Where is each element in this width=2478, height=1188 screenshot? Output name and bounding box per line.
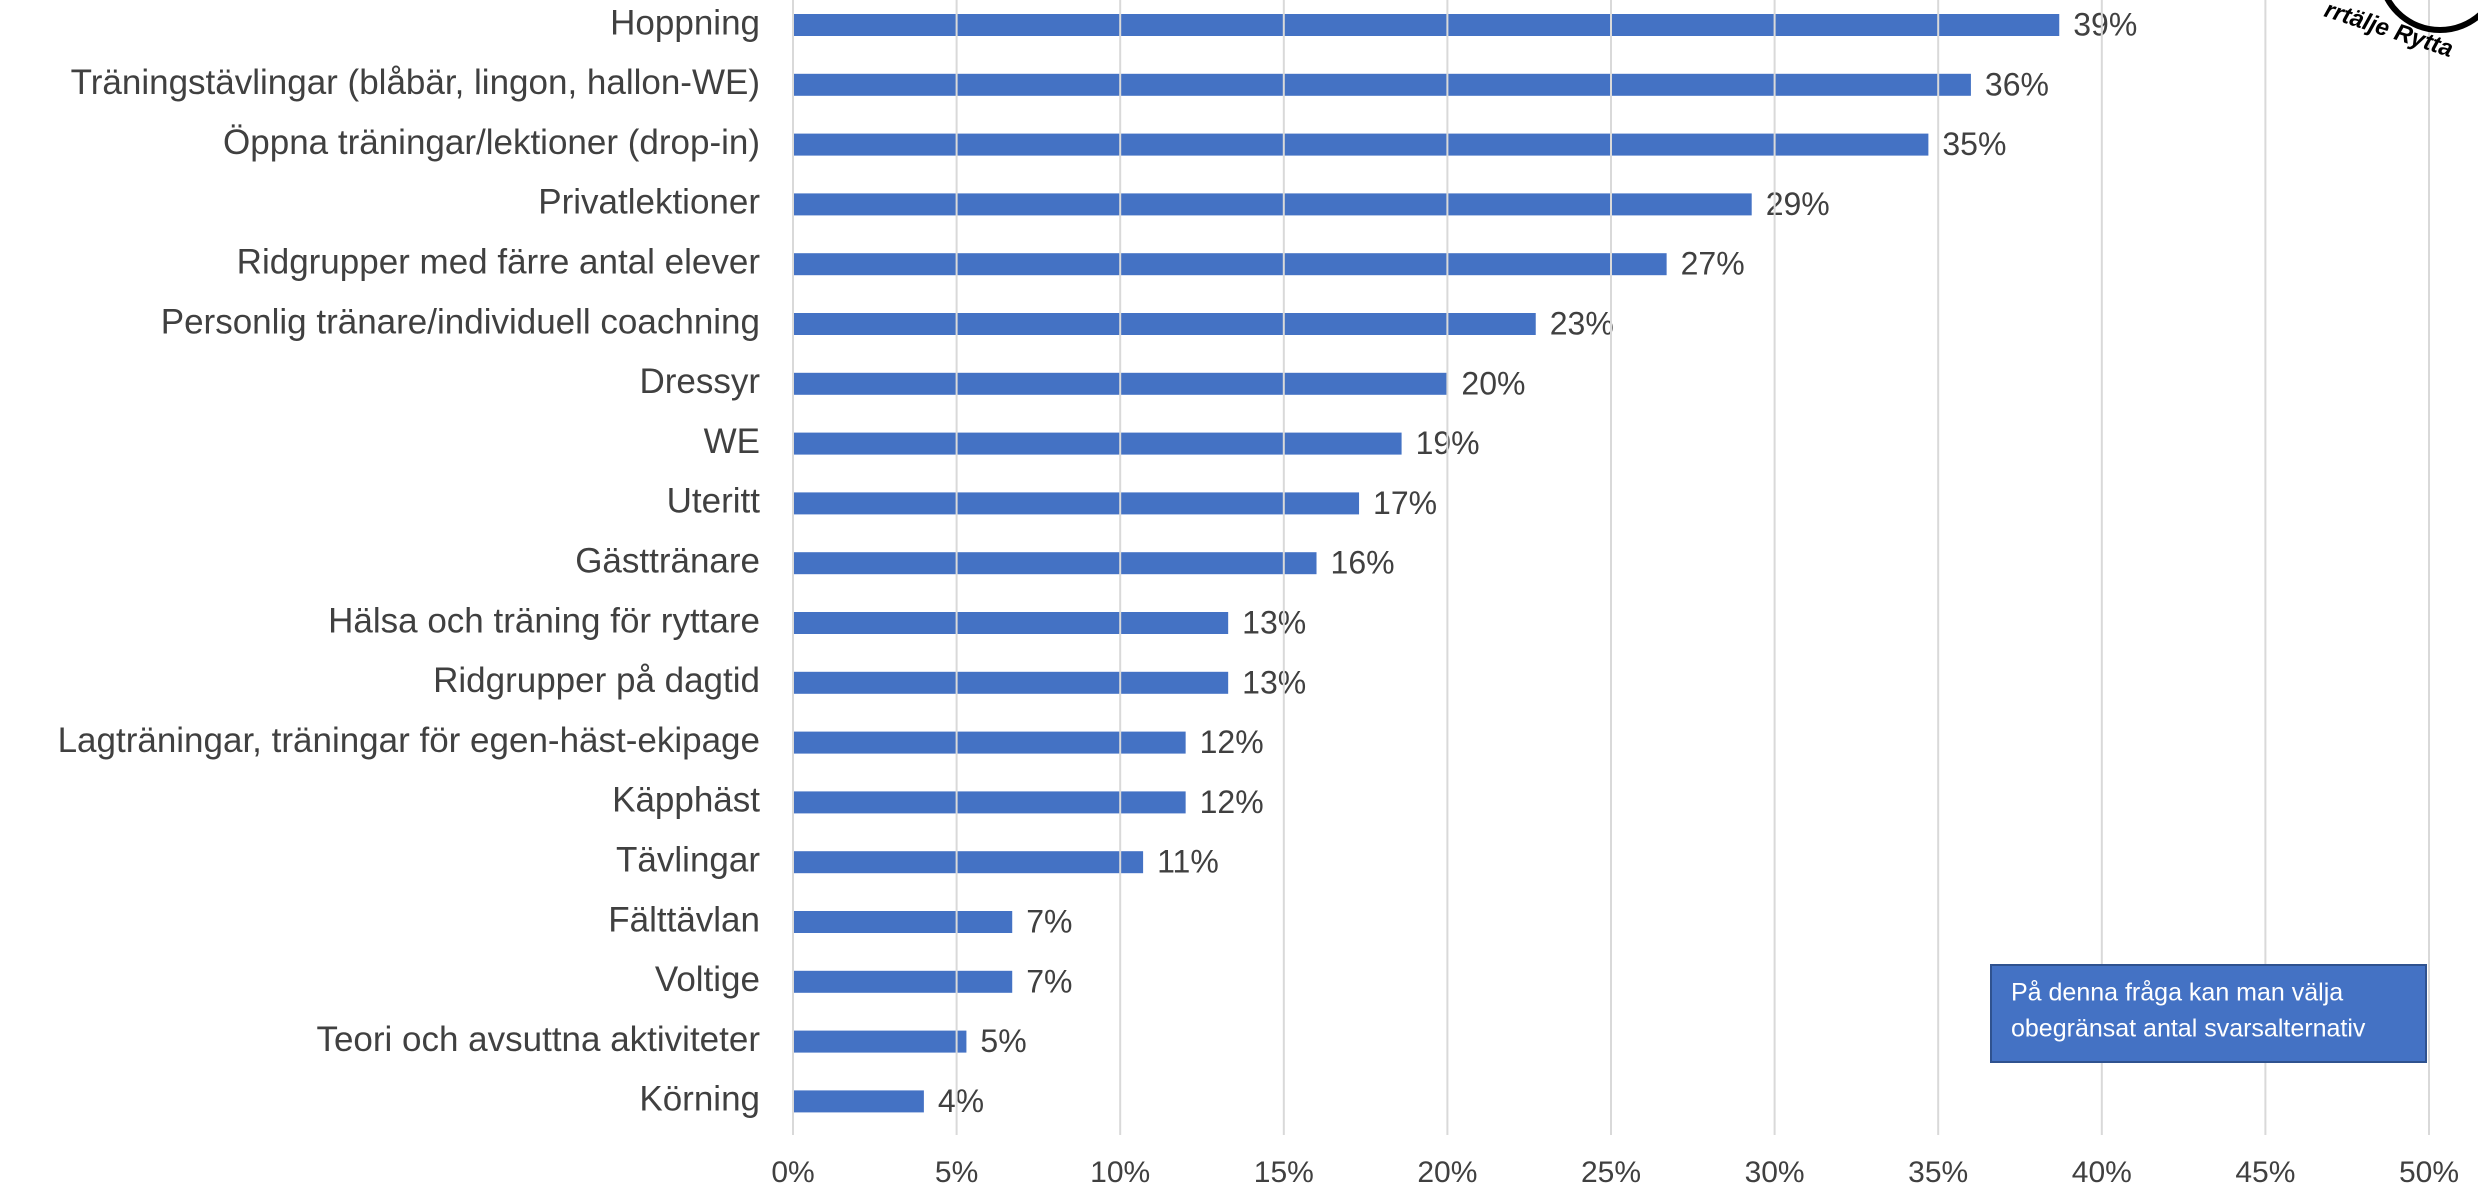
y-tick-label: Privatlektioner (538, 183, 760, 222)
x-tick-label: 0% (771, 1156, 814, 1188)
y-tick-label: Hälsa och träning för ryttare (328, 601, 760, 640)
data-label: 23% (1550, 305, 1614, 341)
annotation: På denna fråga kan man välja (2011, 979, 2343, 1007)
bar (793, 851, 1144, 874)
y-tick-label: Körning (639, 1080, 760, 1119)
bar (793, 73, 1971, 96)
x-tick-label: 50% (2399, 1156, 2459, 1188)
data-label: 13% (1242, 604, 1306, 640)
logo-text: rrtälje Rytta (2321, 0, 2456, 63)
y-tick-label: Käpphäst (612, 781, 760, 820)
bar (793, 970, 1013, 993)
y-tick-label: Tävlingar (616, 840, 760, 879)
y-tick-label: Träningstävlingar (blåbär, lingon, hallo… (71, 63, 760, 102)
y-tick-label: Ridgrupper på dagtid (433, 661, 760, 700)
bar (793, 432, 1402, 455)
bar (793, 193, 1752, 216)
x-tick-label: 15% (1254, 1156, 1314, 1188)
x-tick-label: 30% (1745, 1156, 1805, 1188)
data-label: 13% (1242, 664, 1306, 700)
data-label: 27% (1681, 246, 1745, 282)
y-tick-label: WE (704, 422, 760, 461)
y-tick-label: Lagträningar, träningar för egen-häst-ek… (58, 721, 760, 760)
logo (2384, 0, 2478, 33)
data-label: 20% (1461, 365, 1525, 401)
x-tick-label: 10% (1090, 1156, 1150, 1188)
data-label: 7% (1026, 963, 1072, 999)
bar (793, 1090, 924, 1113)
data-label: 12% (1200, 784, 1264, 820)
y-tick-label: Hoppning (610, 3, 760, 42)
annotation-box (1990, 964, 2427, 1063)
data-label: 11% (1157, 844, 1219, 880)
y-tick-label: Gästtränare (575, 541, 760, 580)
x-tick-label: 45% (2235, 1156, 2295, 1188)
data-label: 36% (1985, 66, 2049, 102)
y-tick-label: Fälttävlan (608, 900, 760, 939)
bar (793, 552, 1317, 575)
data-label: 17% (1373, 485, 1437, 521)
x-tick-label: 20% (1417, 1156, 1477, 1188)
bar (793, 253, 1667, 276)
bar (793, 612, 1229, 634)
x-tick-label: 25% (1581, 1156, 1641, 1188)
bar (793, 492, 1360, 515)
x-tick-label: 40% (2072, 1156, 2132, 1188)
x-tick-label: 5% (935, 1156, 978, 1188)
y-tick-label: Ridgrupper med färre antal elever (237, 242, 761, 281)
y-tick-label: Voltige (655, 960, 760, 999)
bar (793, 911, 1013, 933)
data-label: 39% (2073, 6, 2137, 42)
annotation: obegränsat antal svarsalternativ (2011, 1015, 2366, 1043)
bar (793, 1030, 967, 1053)
bar (793, 731, 1186, 754)
bar (793, 671, 1229, 694)
data-label: 7% (1026, 903, 1072, 939)
bar (793, 791, 1186, 814)
y-tick-label: Dressyr (639, 362, 760, 401)
y-tick-label: Öppna träningar/lektioner (drop-in) (223, 123, 760, 162)
x-tick-label: 35% (1908, 1156, 1968, 1188)
bar (793, 313, 1536, 335)
data-label: 5% (980, 1023, 1026, 1059)
data-label: 16% (1331, 545, 1395, 581)
data-label: 12% (1200, 724, 1264, 760)
y-tick-label: Personlig tränare/individuell coachning (161, 302, 760, 341)
data-label: 4% (938, 1083, 984, 1119)
data-label: 35% (1942, 126, 2006, 162)
y-tick-label: Teori och avsuttna aktiviteter (316, 1020, 760, 1059)
y-tick-label: Uteritt (667, 482, 761, 521)
bar (793, 133, 1929, 156)
bar (793, 14, 2060, 36)
data-label: 29% (1766, 186, 1830, 222)
